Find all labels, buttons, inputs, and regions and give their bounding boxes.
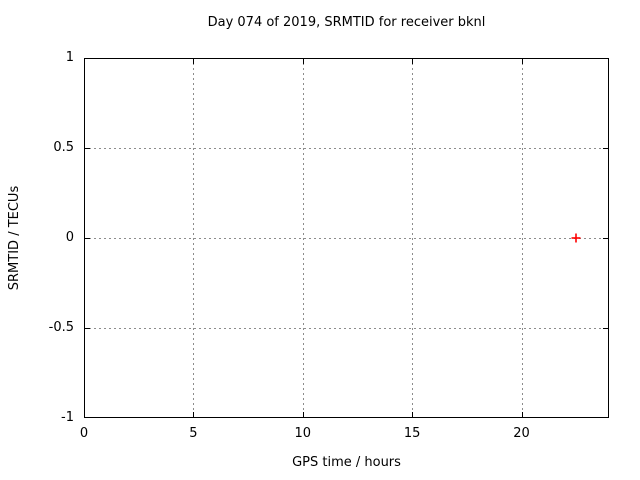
- y-tick-mark-right: [603, 238, 609, 239]
- x-tick-mark-top: [412, 58, 414, 64]
- x-tick-label: 20: [513, 426, 530, 441]
- y-tick-label: 1: [65, 50, 74, 65]
- plot-border-top: [84, 58, 609, 59]
- x-tick-mark-bottom: [521, 412, 523, 418]
- data-point-marker: [571, 233, 581, 243]
- y-tick-label: -1: [61, 410, 74, 425]
- gridline-horizontal: [84, 328, 609, 329]
- y-tick-mark-left: [84, 148, 90, 149]
- chart-title: Day 074 of 2019, SRMTID for receiver bkn…: [207, 15, 486, 30]
- plot-border-bottom: [84, 417, 609, 418]
- y-tick-label: 0.5: [53, 140, 74, 155]
- x-tick-mark-top: [521, 58, 523, 64]
- plot-area: [84, 58, 609, 418]
- x-tick-mark-top: [302, 58, 304, 64]
- x-tick-mark-top: [193, 58, 195, 64]
- y-tick-label: -0.5: [48, 320, 74, 335]
- x-axis-label: GPS time / hours: [292, 455, 401, 470]
- y-tick-mark-right: [603, 328, 609, 329]
- x-tick-label: 0: [79, 426, 89, 441]
- x-tick-label: 15: [403, 426, 421, 441]
- x-tick-mark-bottom: [193, 412, 195, 418]
- y-tick-mark-left: [84, 328, 90, 329]
- y-tick-mark-right: [603, 148, 609, 149]
- gridline-horizontal: [84, 238, 609, 239]
- x-tick-label: 5: [189, 426, 198, 441]
- x-tick-label: 10: [294, 426, 312, 441]
- y-tick-mark-left: [84, 238, 90, 239]
- y-tick-label: 0: [65, 230, 74, 245]
- x-tick-mark-bottom: [302, 412, 304, 418]
- x-tick-mark-bottom: [412, 412, 414, 418]
- gridline-horizontal: [84, 148, 609, 149]
